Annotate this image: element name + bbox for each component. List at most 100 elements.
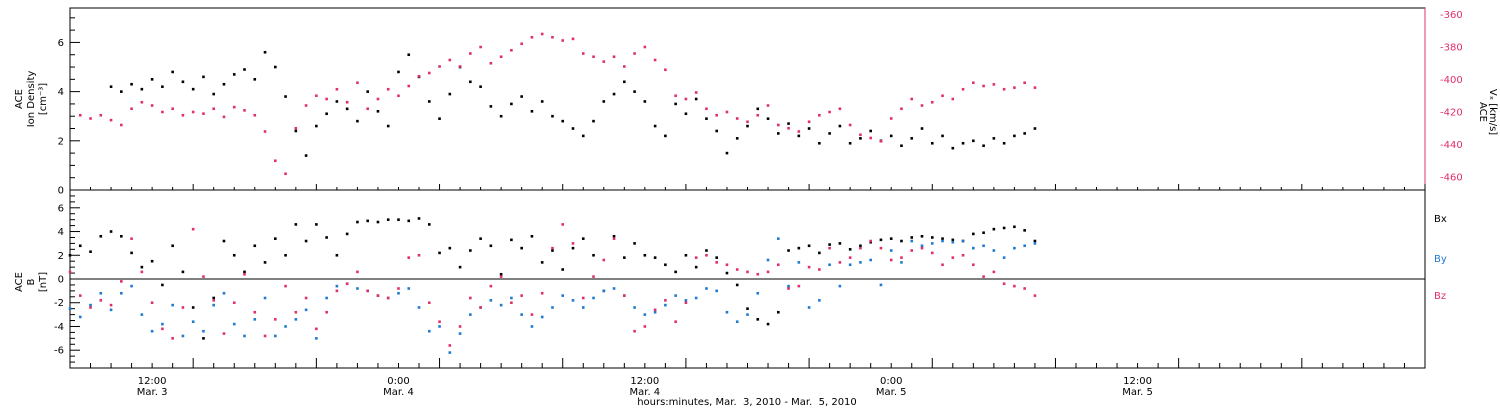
data-point-bz <box>828 246 831 250</box>
data-point-bx <box>818 251 821 255</box>
data-point-bx <box>438 251 441 255</box>
data-point-by <box>900 261 903 264</box>
data-point-bx <box>581 237 585 240</box>
data-point-density <box>1033 127 1037 130</box>
data-point-vx <box>161 110 164 114</box>
data-point-vx <box>181 113 185 117</box>
data-point-density <box>818 141 821 145</box>
vx-axis-tick-label: -360 <box>1440 10 1463 21</box>
data-point-by <box>889 249 893 252</box>
data-point-density <box>776 132 780 135</box>
data-point-bz <box>356 270 359 274</box>
data-point-bz <box>776 263 780 267</box>
data-point-bz <box>982 275 985 278</box>
data-point-bx <box>941 237 944 240</box>
data-point-by <box>222 291 226 295</box>
x-tick-label-time: 12:00 <box>630 376 659 387</box>
data-point-vx <box>776 123 780 127</box>
data-point-bx <box>335 253 339 257</box>
data-point-vx <box>109 118 113 122</box>
data-point-by <box>930 242 934 245</box>
data-point-bx <box>848 248 852 251</box>
data-point-bz <box>386 296 390 300</box>
data-point-bz <box>725 263 729 267</box>
data-point-bz <box>181 306 185 309</box>
data-point-vx <box>417 74 421 78</box>
data-point-by <box>304 308 308 312</box>
data-point-bz <box>540 291 544 295</box>
data-point-by <box>972 246 975 250</box>
data-point-bx <box>417 217 421 220</box>
data-point-bz <box>530 313 534 316</box>
b-axis-tick-label: 2 <box>58 251 64 262</box>
data-point-bz <box>520 294 523 297</box>
data-point-by <box>735 320 739 324</box>
data-point-by <box>140 313 144 316</box>
data-point-bz <box>715 261 719 264</box>
data-point-bz <box>592 275 595 278</box>
data-point-density <box>643 100 647 103</box>
data-point-bz <box>623 294 626 297</box>
data-point-vx <box>479 45 482 49</box>
data-point-vx <box>78 113 82 117</box>
data-point-density <box>612 92 616 96</box>
data-point-density <box>243 68 246 71</box>
data-point-bx <box>776 310 780 314</box>
data-point-density <box>274 65 277 69</box>
data-point-vx <box>232 105 236 109</box>
data-point-density <box>499 114 503 118</box>
data-point-bx <box>592 253 595 257</box>
data-point-bx <box>571 246 575 250</box>
data-point-density <box>961 141 965 145</box>
data-point-density <box>109 85 113 89</box>
data-point-bz <box>243 272 246 276</box>
data-point-bx <box>930 236 934 239</box>
legend-by: By <box>1434 254 1447 265</box>
data-point-vx <box>171 107 174 111</box>
data-point-bz <box>397 287 400 290</box>
data-point-vx <box>150 104 154 107</box>
data-point-density <box>910 137 914 140</box>
data-point-vx <box>571 37 575 41</box>
data-point-vx <box>735 117 739 120</box>
data-point-by <box>787 284 790 288</box>
data-point-by <box>715 289 719 293</box>
data-point-vx <box>900 107 903 111</box>
data-point-by <box>78 315 82 319</box>
density-label-line2: Ion Density <box>26 71 37 128</box>
data-point-vx <box>304 104 308 107</box>
data-point-density <box>561 119 565 123</box>
data-point-bx <box>243 270 246 274</box>
x-axis-label: hours:minutes, Mar. 3, 2010 - Mar. 5, 20… <box>637 397 857 408</box>
data-point-vx <box>243 109 246 112</box>
data-point-by <box>551 306 554 309</box>
x-tick-label-date: Mar. 4 <box>383 387 414 398</box>
data-point-bx <box>900 239 903 243</box>
data-point-by <box>571 299 575 302</box>
data-point-bz <box>499 275 503 278</box>
data-point-by <box>150 329 154 333</box>
data-point-vx <box>612 55 616 59</box>
data-point-bx <box>889 237 893 240</box>
data-point-bz <box>130 237 133 240</box>
data-point-by <box>417 306 421 309</box>
data-point-bx <box>479 237 482 240</box>
data-point-vx <box>879 139 883 143</box>
data-point-bx <box>274 237 277 240</box>
data-point-bx <box>797 246 801 250</box>
top-panel-frame <box>69 7 1426 191</box>
b-axis-tick-label: -6 <box>54 346 64 357</box>
data-point-density <box>705 117 708 120</box>
data-point-by <box>458 332 462 335</box>
data-point-bz <box>735 268 739 271</box>
data-point-bz <box>335 289 339 293</box>
data-point-bz <box>920 246 924 250</box>
data-point-vx <box>222 115 226 119</box>
data-point-bx <box>386 218 390 221</box>
b-axis-tick-label: 6 <box>58 203 64 214</box>
data-point-density <box>345 107 349 111</box>
data-point-vx <box>797 130 801 133</box>
data-point-bz <box>1033 294 1037 297</box>
data-point-by <box>212 303 216 307</box>
